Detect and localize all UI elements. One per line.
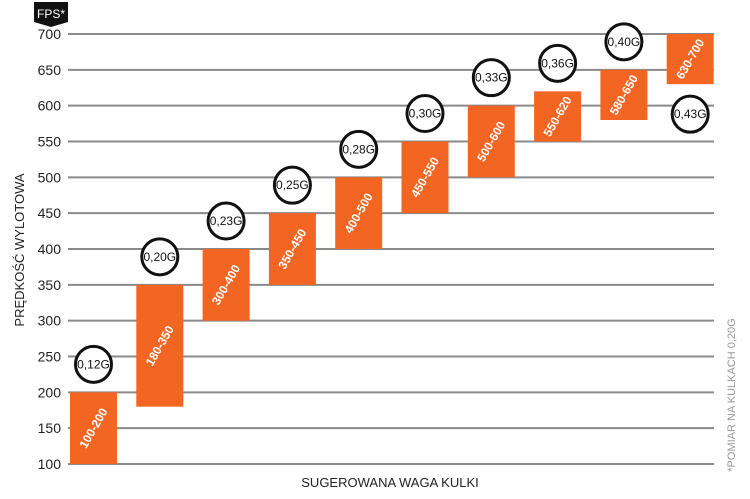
weight-label: 0,40G <box>608 35 641 49</box>
unit-badge-label: FPS* <box>37 7 65 21</box>
unit-badge <box>34 2 68 27</box>
y-tick-label: 700 <box>38 26 62 42</box>
weight-circle <box>405 94 445 133</box>
weight-label: 0,25G <box>276 178 309 192</box>
y-tick-label: 350 <box>38 277 62 293</box>
range-bar <box>202 249 250 321</box>
range-bar <box>136 284 184 407</box>
weight-label: 0,36G <box>541 56 574 70</box>
footnote: *POMIAR NA KULKACH 0,20G <box>726 318 738 471</box>
y-tick-label: 500 <box>38 169 62 185</box>
weight-label: 0,43G <box>674 107 707 121</box>
y-tick-label: 450 <box>38 205 62 221</box>
weight-label: 0,28G <box>342 142 375 156</box>
range-bar <box>70 392 117 464</box>
y-tick-label: 650 <box>38 62 62 78</box>
weight-circle <box>670 94 710 134</box>
weight-circle <box>272 165 312 205</box>
range-bar <box>600 69 648 120</box>
weight-circle <box>339 129 379 169</box>
weight-circle <box>604 22 644 62</box>
y-tick-label: 300 <box>38 313 62 329</box>
y-axis-label: PRĘDKOŚĆ WYLOTOWA <box>12 173 27 326</box>
weight-circle <box>538 43 578 83</box>
weight-circle <box>140 237 180 277</box>
y-tick-label: 250 <box>38 349 62 365</box>
weight-circle <box>74 344 113 384</box>
weight-label: 0,12G <box>77 357 110 371</box>
range-bar <box>467 105 515 178</box>
weight-label: 0,30G <box>409 107 442 121</box>
range-bar <box>534 91 582 142</box>
y-tick-label: 100 <box>38 456 62 472</box>
y-tick-label: 150 <box>38 420 62 436</box>
range-bar <box>666 34 714 85</box>
range-bar <box>401 141 449 214</box>
range-bar <box>268 213 316 285</box>
weight-label: 0,20G <box>143 250 176 264</box>
weight-circle <box>471 58 511 98</box>
weight-label: 0,23G <box>210 214 243 228</box>
range-bar <box>335 177 383 249</box>
y-tick-label: 400 <box>38 241 62 257</box>
x-axis-label: SUGEROWANA WAGA KULKI <box>301 475 478 490</box>
y-tick-label: 200 <box>38 384 62 400</box>
y-tick-label: 600 <box>38 98 62 114</box>
weight-label: 0,33G <box>475 71 508 85</box>
y-tick-label: 550 <box>38 134 62 150</box>
weight-circle <box>206 201 246 241</box>
